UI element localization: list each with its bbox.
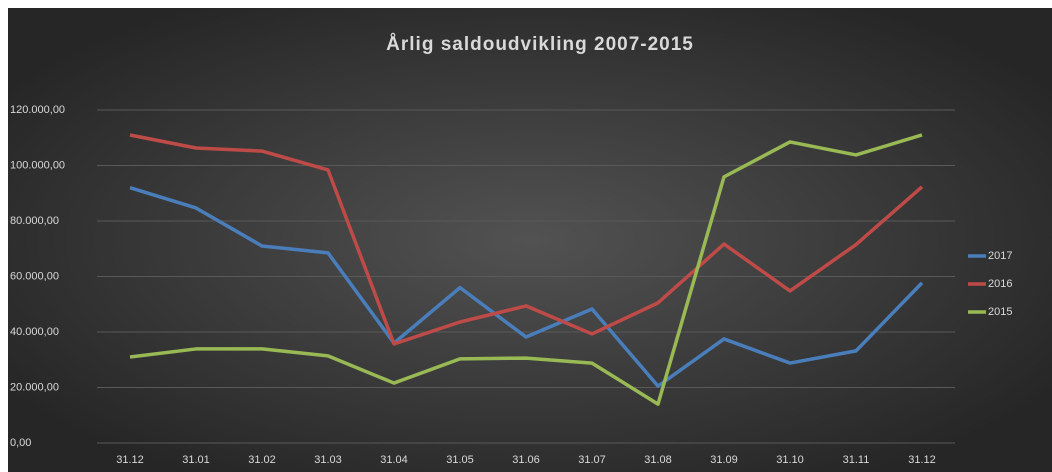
legend-label: 2016 bbox=[988, 278, 1012, 290]
x-tick-label: 31.12 bbox=[908, 454, 936, 466]
series-line bbox=[129, 133, 923, 406]
y-tick-label: 80.000,00 bbox=[10, 215, 59, 227]
x-tick-label: 31.03 bbox=[314, 454, 342, 466]
y-tick-label: 120.000,00 bbox=[10, 104, 65, 116]
chart-background bbox=[8, 8, 1052, 472]
x-tick-label: 31.02 bbox=[248, 454, 276, 466]
legend-label: 2017 bbox=[988, 250, 1012, 262]
y-tick-label: 60.000,00 bbox=[10, 270, 59, 282]
series-line bbox=[129, 133, 924, 346]
y-tick-label: 40.000,00 bbox=[10, 326, 59, 338]
x-tick-label: 31.05 bbox=[446, 454, 474, 466]
x-tick-label: 31.12 bbox=[116, 454, 144, 466]
x-tick-label: 31.11 bbox=[843, 454, 870, 466]
chart-title: Årlig saldoudvikling 2007-2015 bbox=[386, 34, 694, 55]
series-line bbox=[129, 186, 924, 388]
x-tick-label: 31.07 bbox=[578, 454, 606, 466]
x-tick-label: 31.06 bbox=[512, 454, 540, 466]
y-tick-label: 100.000,00 bbox=[10, 159, 65, 171]
legend-label: 2015 bbox=[988, 306, 1012, 318]
x-tick-label: 31.10 bbox=[776, 454, 804, 466]
x-tick-label: 31.09 bbox=[710, 454, 738, 466]
y-tick-label: 20.000,00 bbox=[10, 381, 59, 393]
x-tick-label: 31.04 bbox=[380, 454, 408, 466]
y-tick-label: 0,00 bbox=[10, 437, 31, 449]
x-tick-label: 31.01 bbox=[182, 454, 210, 466]
x-tick-label: 31.08 bbox=[644, 454, 672, 466]
